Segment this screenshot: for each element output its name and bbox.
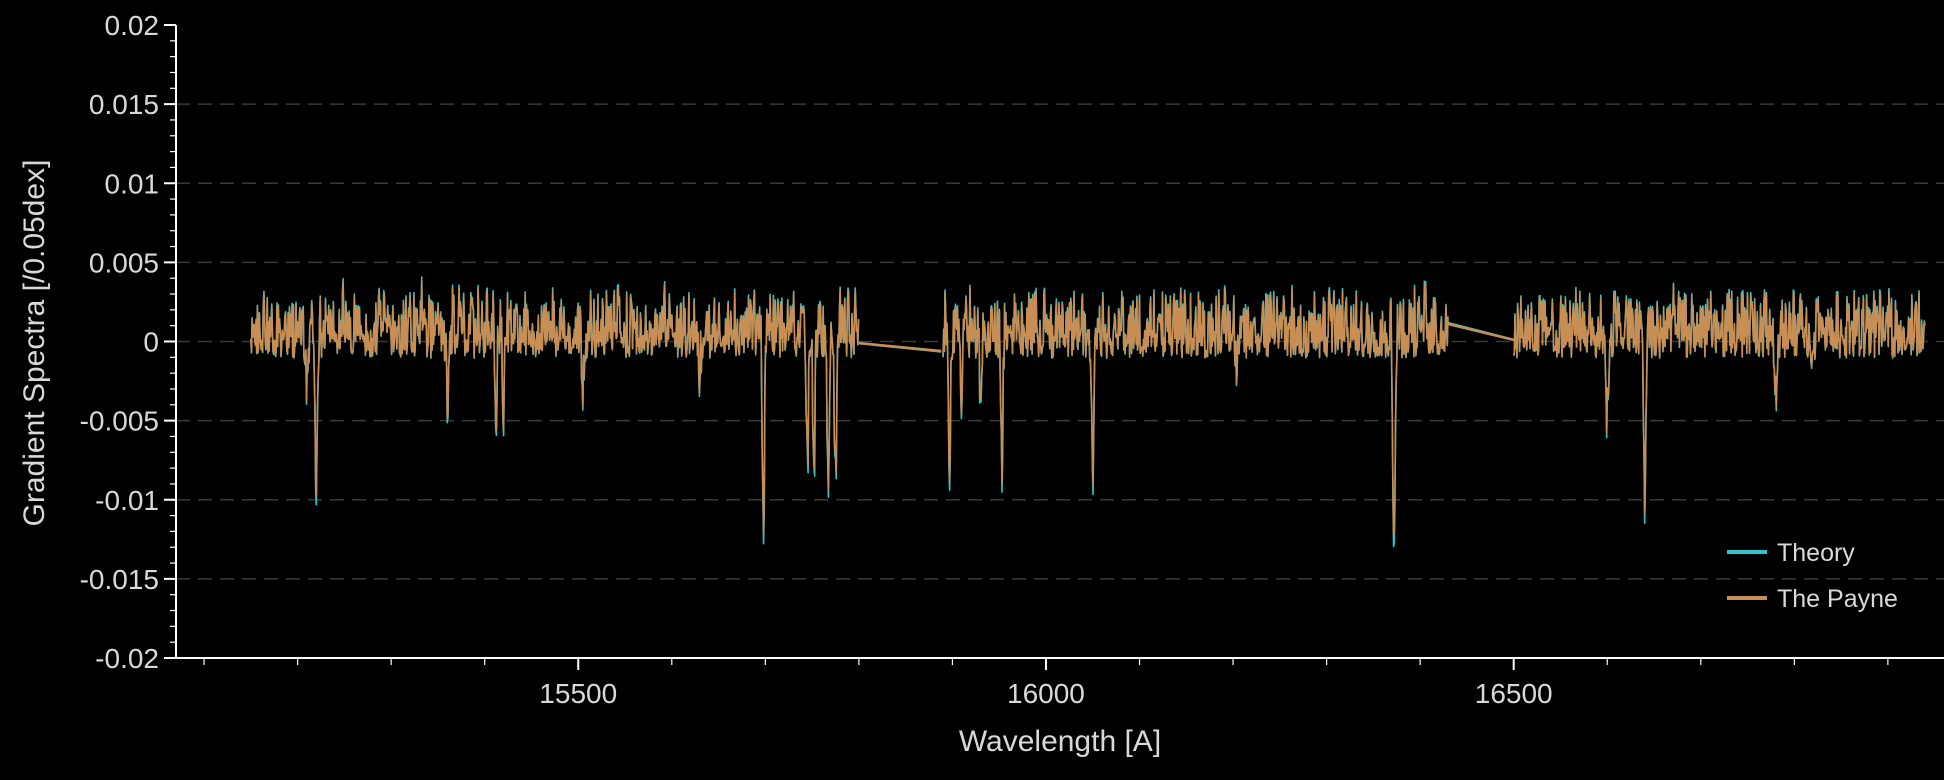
y-tick-label: 0.015	[89, 89, 159, 120]
series-line-segment	[1512, 285, 1926, 514]
series-line-segment	[942, 283, 1449, 536]
y-tick-label: 0	[143, 327, 159, 358]
y-tick-label: -0.005	[80, 406, 159, 437]
legend: Theory The Payne	[1727, 539, 1898, 613]
y-axis-title: Gradient Spectra [/0.05dex]	[18, 160, 51, 527]
x-axis-title: Wavelength [A]	[959, 725, 1161, 758]
y-tick-label: -0.02	[95, 643, 159, 674]
series-line-segment	[250, 279, 860, 534]
legend-label-the-payne: The Payne	[1777, 585, 1898, 613]
y-tick-label: 0.005	[89, 247, 159, 278]
x-tick-label: 16000	[1007, 678, 1085, 709]
legend-label-theory: Theory	[1777, 539, 1855, 567]
x-tick-label: 15500	[539, 678, 617, 709]
y-axis-ticks: 0.02 0.015 0.01 0.005 0 -0.005 -0.01 -0.015 -0.0…	[80, 10, 176, 674]
x-tick-label: 16500	[1475, 678, 1553, 709]
x-axis-ticks: 15500 16000 16500	[203, 658, 1889, 709]
y-tick-label: -0.01	[95, 485, 159, 516]
gap-connector-line	[1447, 322, 1514, 342]
y-tick-label: 0.01	[105, 168, 160, 199]
series-the-payne	[250, 279, 1926, 536]
series-theory	[250, 276, 1926, 548]
y-tick-label: 0.02	[105, 10, 160, 41]
series-group	[250, 276, 1926, 548]
y-tick-label: -0.015	[80, 564, 159, 595]
gap-connector-line	[858, 341, 942, 353]
